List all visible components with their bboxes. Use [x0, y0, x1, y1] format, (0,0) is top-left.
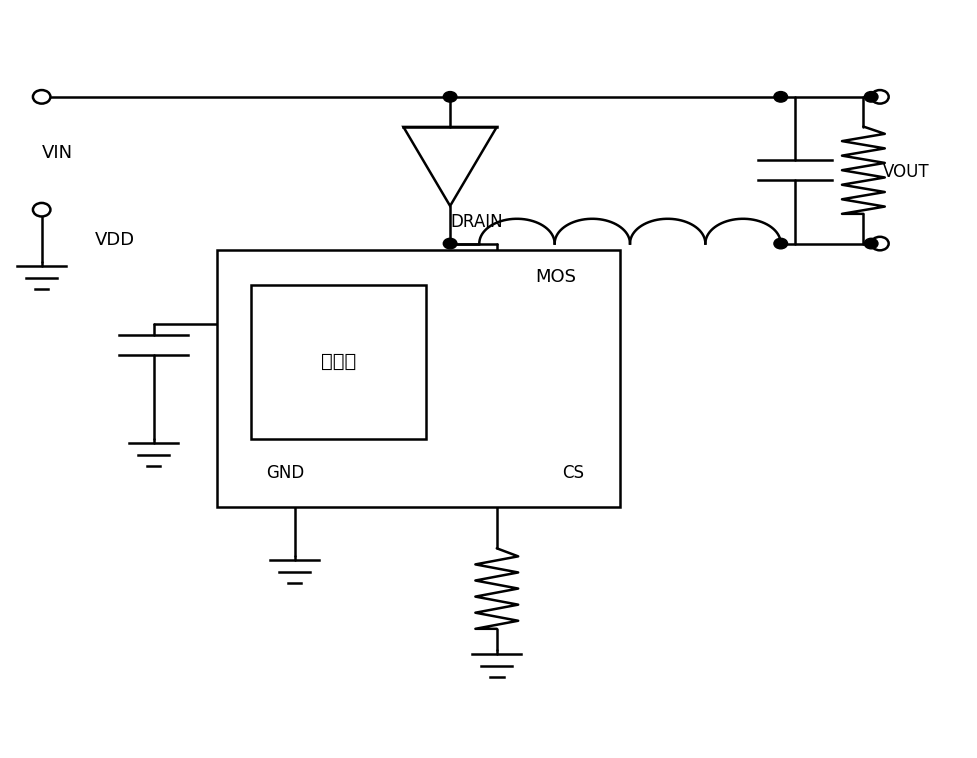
Circle shape	[864, 92, 877, 102]
Text: CS: CS	[562, 464, 583, 482]
Circle shape	[443, 238, 456, 249]
FancyBboxPatch shape	[217, 249, 619, 507]
Text: VIN: VIN	[42, 144, 72, 162]
FancyBboxPatch shape	[250, 285, 425, 439]
Text: MOS: MOS	[535, 268, 576, 287]
Text: VOUT: VOUT	[882, 163, 928, 181]
Circle shape	[773, 92, 786, 102]
Circle shape	[773, 238, 786, 249]
Text: DRAIN: DRAIN	[449, 213, 502, 230]
Text: GND: GND	[266, 464, 304, 482]
Text: 控制器: 控制器	[320, 352, 356, 371]
Text: VDD: VDD	[95, 230, 135, 249]
Circle shape	[864, 238, 877, 249]
Circle shape	[443, 92, 456, 102]
